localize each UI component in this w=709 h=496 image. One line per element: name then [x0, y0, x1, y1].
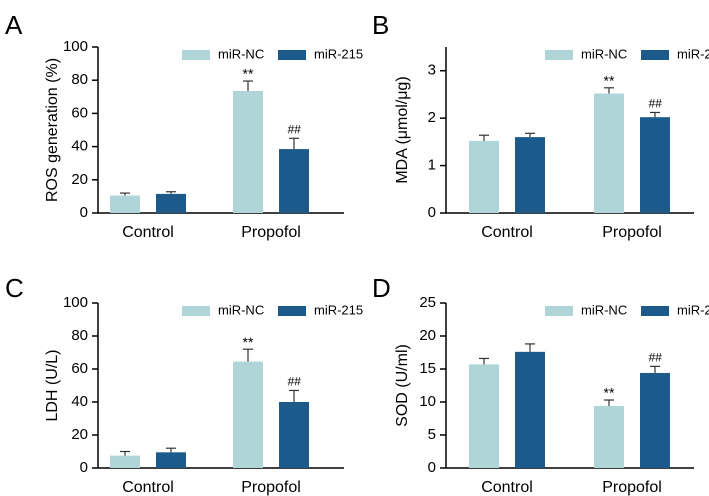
bar: [233, 90, 263, 213]
bar: [594, 93, 624, 213]
significance-label: **: [604, 385, 615, 401]
legend-label: miR-215: [314, 46, 363, 61]
legend-label: miR-NC: [581, 302, 627, 317]
y-tick-label: 25: [419, 294, 436, 311]
y-tick-label: 60: [71, 104, 88, 121]
bar: [594, 405, 624, 468]
legend: miR-NC miR-215: [182, 46, 363, 61]
y-tick-label: 80: [71, 71, 88, 88]
bar: [469, 140, 499, 213]
y-tick-label: 2: [428, 109, 436, 126]
y-tick-label: 1: [428, 157, 436, 174]
legend-swatch: [545, 50, 573, 60]
legend-label: miR-215: [677, 302, 709, 317]
y-tick-label: 20: [419, 327, 436, 344]
y-tick-label: 10: [419, 393, 436, 410]
legend-swatch: [545, 306, 573, 316]
y-tick-label: 0: [428, 459, 436, 476]
legend: miR-NC miR-215: [182, 302, 363, 317]
y-tick-label: 20: [71, 171, 88, 188]
significance-label: **: [604, 72, 615, 88]
panel-letter: B: [372, 10, 389, 40]
chart-panel-c: C 0 20 40 60 80 100 LDH (U/L) Control Propofol ** #…: [5, 273, 363, 496]
bar: [515, 137, 545, 213]
y-tick-label: 0: [80, 459, 88, 476]
y-axis-label: LDH (U/L): [44, 349, 61, 421]
legend-label: miR-215: [314, 302, 363, 317]
y-tick-label: 15: [419, 360, 436, 377]
bar: [156, 193, 186, 213]
bar: [640, 372, 670, 468]
y-tick-label: 100: [63, 38, 88, 55]
bar: [156, 452, 186, 468]
bar: [279, 149, 309, 213]
legend-swatch: [641, 306, 669, 316]
significance-label: ##: [648, 351, 662, 365]
chart-panel-b: B 0 1 2 3 MDA (μmol/μg) Control Propofol ** ## miR…: [372, 10, 709, 241]
panel-letter: A: [5, 10, 23, 40]
legend: miR-NC miR-215: [545, 302, 709, 317]
y-axis-label: MDA (μmol/μg): [394, 76, 411, 183]
y-tick-label: 20: [71, 426, 88, 443]
y-tick-label: 3: [428, 62, 436, 79]
legend-label: miR-NC: [218, 46, 264, 61]
y-tick-label: 5: [428, 426, 436, 443]
x-tick-label: Propofol: [241, 479, 301, 496]
legend-swatch: [182, 306, 210, 316]
bar: [640, 117, 670, 213]
y-tick-label: 40: [71, 393, 88, 410]
x-tick-label: Propofol: [602, 479, 662, 496]
x-tick-label: Control: [481, 479, 533, 496]
legend-swatch: [278, 50, 306, 60]
y-tick-label: 0: [428, 204, 436, 221]
bar: [110, 195, 140, 213]
x-tick-label: Propofol: [241, 224, 301, 241]
significance-label: ##: [287, 122, 301, 136]
x-tick-label: Control: [122, 479, 174, 496]
legend-swatch: [641, 50, 669, 60]
y-axis-label: ROS generation (%): [44, 58, 61, 202]
x-tick-label: Control: [122, 224, 174, 241]
legend: miR-NC miR-215: [545, 46, 709, 61]
y-tick-label: 40: [71, 138, 88, 155]
y-tick-label: 0: [80, 204, 88, 221]
chart-panel-d: D 0 5 10 15 20 25 SOD (U/ml) Control Propofol ** ##…: [372, 273, 709, 496]
bar: [469, 364, 499, 468]
legend-label: miR-NC: [581, 46, 627, 61]
legend-swatch: [278, 306, 306, 316]
significance-label: **: [243, 66, 254, 82]
significance-label: ##: [287, 375, 301, 389]
y-tick-label: 80: [71, 327, 88, 344]
legend-swatch: [182, 50, 210, 60]
y-axis-label: SOD (U/ml): [394, 344, 411, 427]
legend-label: miR-215: [677, 46, 709, 61]
x-tick-label: Propofol: [602, 224, 662, 241]
bar: [515, 351, 545, 468]
x-tick-label: Control: [481, 224, 533, 241]
y-tick-label: 60: [71, 360, 88, 377]
legend-label: miR-NC: [218, 302, 264, 317]
bar: [233, 361, 263, 468]
panel-letter: C: [5, 273, 24, 303]
bar: [110, 455, 140, 468]
significance-label: ##: [648, 97, 662, 111]
y-tick-label: 100: [63, 294, 88, 311]
panel-letter: D: [372, 273, 391, 303]
bar: [279, 402, 309, 468]
significance-label: **: [243, 334, 254, 350]
